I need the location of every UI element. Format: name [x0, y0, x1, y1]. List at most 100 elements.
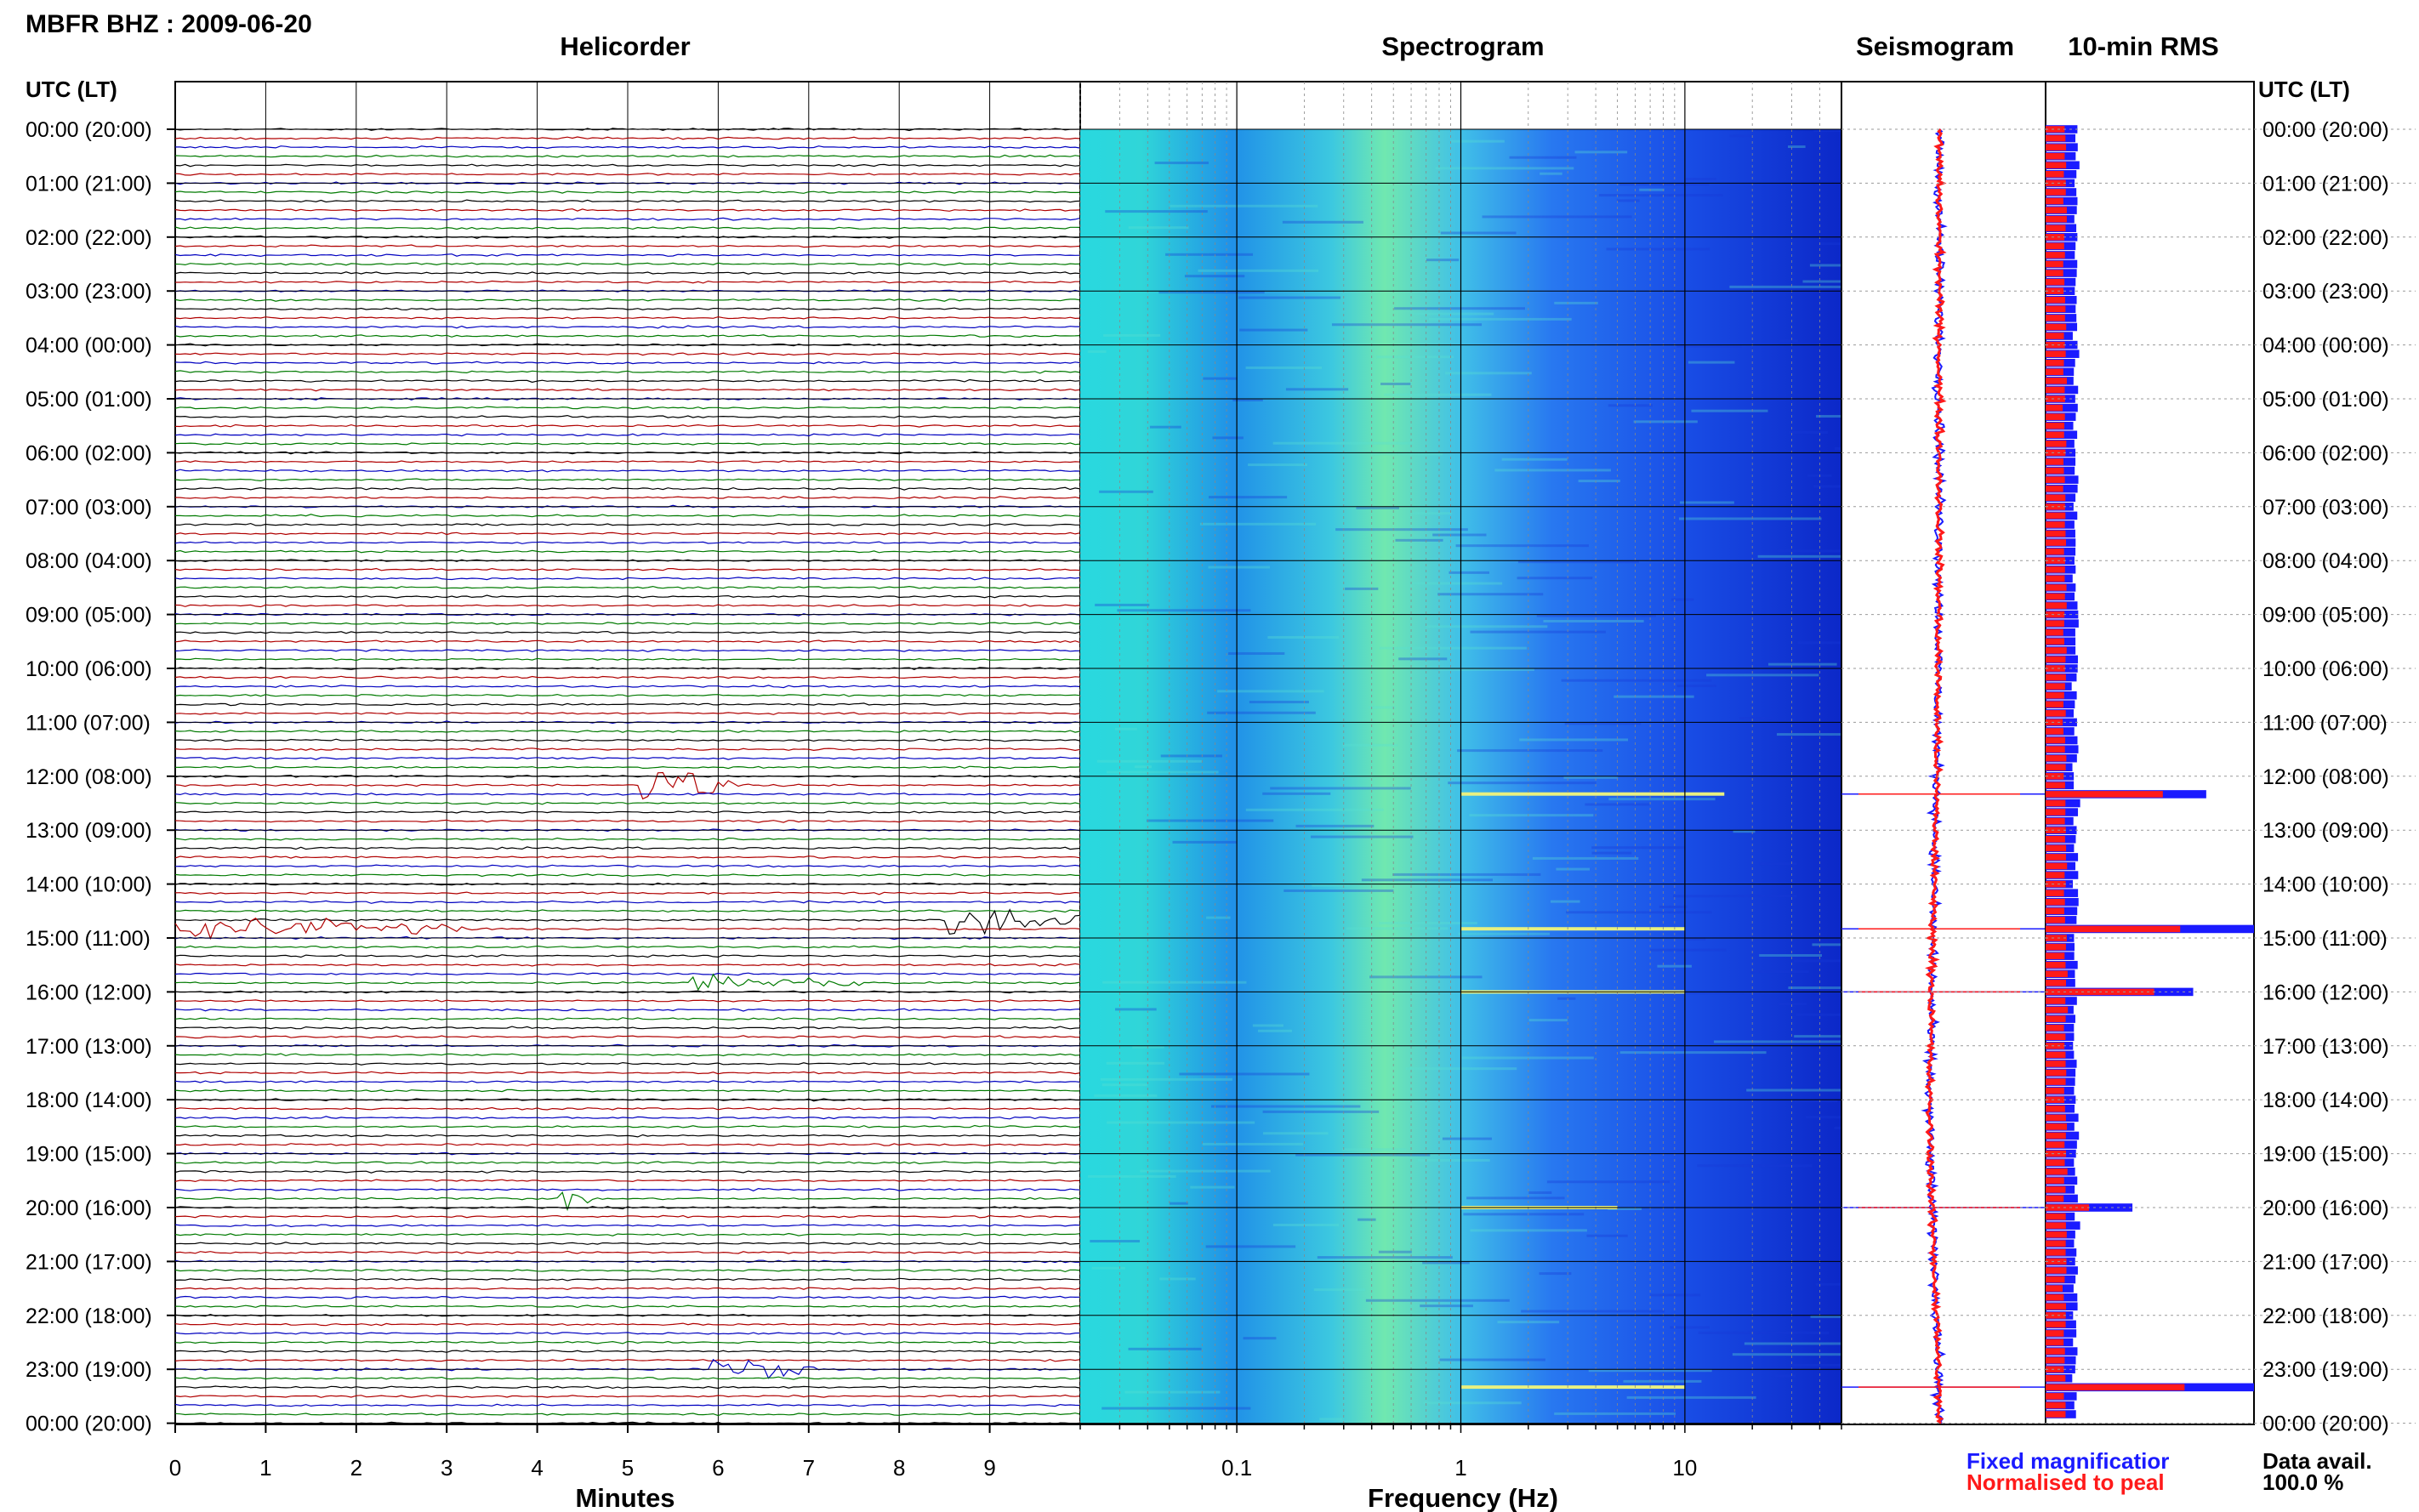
- helicorder-trace: [174, 1116, 1081, 1120]
- helicorder-x-tick-label: 7: [803, 1455, 815, 1481]
- hour-tick-label-right: 13:00 (09:00): [2262, 819, 2389, 843]
- rms-bar-normalised: [2046, 575, 2065, 583]
- helicorder-trace: [174, 702, 1081, 707]
- helicorder-trace: [174, 378, 1081, 384]
- spectrogram-noise: [1232, 399, 1263, 401]
- helicorder-trace: [174, 1305, 1081, 1309]
- hour-tick-labels-right: 00:00 (20:00) 01:00 (21:00) 02:00 (22:00) 0…: [2254, 118, 2416, 1436]
- spectrogram-noise: [1154, 162, 1209, 165]
- spectrogram-noise: [1461, 1056, 1594, 1060]
- rms-bar-normalised: [2046, 260, 2063, 268]
- rms-bar-normalised: [2046, 1267, 2067, 1274]
- spectrogram-noise: [1616, 199, 1640, 202]
- spectrogram-noise: [1140, 1169, 1271, 1173]
- spectrogram-noise: [1813, 129, 1841, 132]
- helicorder-x-axis-label: Minutes: [575, 1483, 674, 1512]
- helicorder-trace: [174, 577, 1081, 581]
- spectrogram-noise: [1103, 333, 1161, 337]
- hour-tick-label-left: 09:00 (05:00): [26, 604, 152, 628]
- hour-tick-label-left: 20:00 (16:00): [26, 1197, 152, 1220]
- rms-bar-normalised: [2046, 754, 2067, 762]
- rms-bar-normalised: [2046, 925, 2181, 933]
- rms-bar-normalised: [2046, 1141, 2065, 1148]
- hour-tick-label-right: 05:00 (01:00): [2262, 388, 2389, 412]
- seismogram-frame: [1841, 81, 2046, 1425]
- helicorder-trace: [174, 1008, 1081, 1012]
- spectrogram-noise: [1312, 884, 1351, 887]
- seismogram-title: Seismogram: [1856, 31, 2014, 61]
- helicorder-trace: [174, 1322, 1081, 1327]
- helicorder-trace: [174, 388, 1081, 392]
- spectrogram-noise: [1676, 344, 1742, 348]
- rms-bar-normalised: [2046, 1060, 2066, 1067]
- hour-tick-label-right: 11:00 (07:00): [2262, 711, 2388, 735]
- rms-bar-normalised: [2046, 350, 2066, 357]
- helicorder-trace: [174, 262, 1081, 266]
- spectrogram-noise: [1561, 679, 1712, 682]
- spectrogram-noise: [1370, 452, 1443, 456]
- rms-bar-normalised: [2046, 179, 2066, 187]
- rms-bar-normalised: [2046, 935, 2067, 941]
- helicorder-trace: [174, 585, 1081, 589]
- hour-tick-label-left: 06:00 (02:00): [26, 441, 152, 465]
- rms-bar-normalised: [2046, 602, 2067, 609]
- spectrogram-noise: [1190, 1185, 1235, 1189]
- spectrogram-noise: [1346, 927, 1449, 930]
- spectrogram-noise: [1357, 1218, 1376, 1221]
- rms-bar-normalised: [2046, 1150, 2067, 1157]
- helicorder-trace: [174, 1179, 1081, 1183]
- spectrogram-noise: [1437, 593, 1544, 596]
- rms-bar-normalised: [2046, 1276, 2065, 1283]
- helicorder-trace: [174, 918, 1081, 941]
- helicorder-trace: [174, 1214, 1081, 1219]
- spectrogram-noise: [1435, 167, 1574, 170]
- spectrogram-noise: [1184, 275, 1245, 278]
- rms-bar-normalised: [2046, 467, 2064, 475]
- spectrogram-noise: [1744, 1342, 1841, 1345]
- spectrogram-noise: [1448, 782, 1597, 785]
- spectrogram-noise: [1378, 1250, 1412, 1253]
- spectrogram-noise: [1212, 436, 1244, 440]
- spectrogram-noise: [1346, 236, 1367, 240]
- helicorder-x-tick-label: 8: [893, 1455, 905, 1481]
- hour-tick-label-left: 16:00 (12:00): [26, 981, 152, 1004]
- spectrogram-noise: [1101, 1407, 1251, 1410]
- spectrogram-noise: [1149, 425, 1181, 429]
- spectrogram-noise: [1805, 1116, 1841, 1119]
- spectrogram-noise: [1779, 339, 1799, 343]
- rms-bar-normalised: [2046, 872, 2065, 878]
- rms-bar-normalised: [2046, 584, 2067, 591]
- spectrogram-noise: [1494, 469, 1611, 472]
- rms-bar-normalised: [2046, 782, 2065, 789]
- hour-tick-label-right: 08:00 (04:00): [2262, 549, 2389, 573]
- rms-bar-normalised: [2046, 656, 2066, 663]
- helicorder-trace: [174, 765, 1081, 770]
- helicorder-trace: [174, 1287, 1081, 1291]
- spectrogram-x-tick-label: 0.1: [1221, 1455, 1252, 1481]
- spectrogram-noise: [1834, 447, 1841, 451]
- rms-bar-normalised: [2046, 961, 2066, 969]
- rms-bar-normalised: [2046, 998, 2066, 1004]
- helicorder-trace: [174, 630, 1081, 634]
- hour-tick-label-right: 00:00 (20:00): [2262, 118, 2389, 142]
- spectrogram-noise: [1445, 372, 1532, 375]
- helicorder-trace: [175, 280, 1080, 284]
- spectrogram-noise: [1239, 328, 1308, 332]
- hour-tick-label-right: 16:00 (12:00): [2262, 981, 2389, 1004]
- helicorder-trace: [174, 549, 1081, 554]
- helicorder-trace: [174, 945, 1081, 949]
- helicorder-trace: [174, 1026, 1081, 1030]
- rms-bar-normalised: [2046, 1240, 2066, 1248]
- spectrogram-noise: [1543, 619, 1644, 622]
- spectrogram-noise: [1517, 560, 1639, 564]
- rms-bar-normalised: [2046, 1258, 2067, 1265]
- spectrogram-noise: [1788, 986, 1841, 990]
- helicorder-trace: [174, 1350, 1081, 1353]
- rms-bar-normalised: [2046, 1069, 2067, 1077]
- rms-bar-normalised: [2046, 305, 2066, 313]
- spectrogram-noise: [1591, 851, 1632, 855]
- rms-bar-normalised: [2046, 628, 2063, 636]
- helicorder-trace: [174, 603, 1081, 608]
- rms-bar-normalised: [2046, 1043, 2065, 1049]
- rms-bar-normalised: [2046, 674, 2066, 681]
